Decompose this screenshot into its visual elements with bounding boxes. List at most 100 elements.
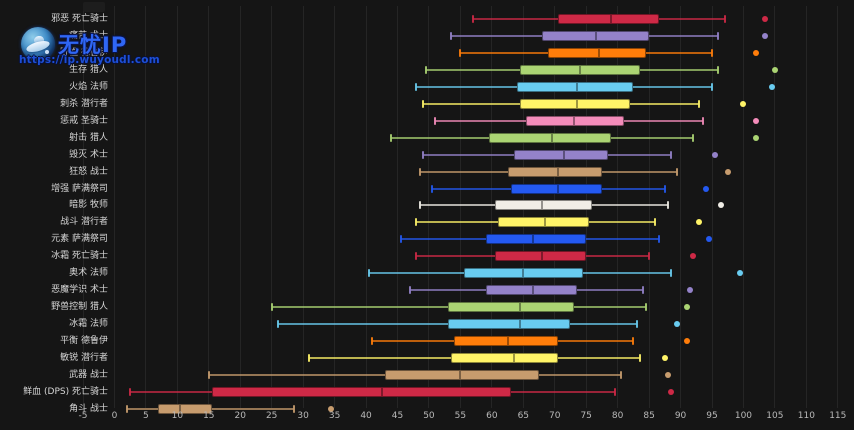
row-label: 邪恶 死亡骑士 bbox=[51, 14, 108, 24]
outlier-dot bbox=[753, 49, 760, 56]
iqr-box bbox=[488, 132, 612, 143]
gridline bbox=[145, 6, 147, 408]
wuyou-logo-icon bbox=[21, 27, 55, 61]
gridline bbox=[491, 6, 493, 408]
whisker-cap-high bbox=[717, 31, 720, 40]
whisker-cap-low bbox=[126, 404, 129, 413]
whisker-cap-high bbox=[619, 370, 622, 379]
iqr-box bbox=[557, 14, 659, 24]
outlier-dot bbox=[683, 338, 690, 345]
whisker-cap-low bbox=[390, 133, 393, 142]
x-tick-label: 105 bbox=[766, 411, 784, 421]
gridline bbox=[239, 6, 241, 408]
iqr-box bbox=[447, 302, 574, 313]
iqr-box bbox=[211, 386, 511, 397]
whisker-cap-high bbox=[632, 337, 635, 346]
x-tick-label: 60 bbox=[486, 411, 498, 421]
gridline bbox=[302, 6, 304, 408]
gridline bbox=[617, 6, 619, 408]
x-tick-label: 30 bbox=[297, 411, 309, 421]
iqr-box bbox=[494, 200, 593, 211]
gridline bbox=[680, 6, 682, 408]
whisker-cap-high bbox=[648, 252, 651, 261]
whisker-cap-low bbox=[431, 184, 434, 193]
row-label: 平衡 德鲁伊 bbox=[60, 336, 108, 347]
x-tick-label: 85 bbox=[643, 411, 655, 421]
x-tick-label: 70 bbox=[549, 411, 561, 421]
whisker-cap-low bbox=[421, 150, 424, 159]
median-line bbox=[179, 404, 182, 413]
outlier-dot bbox=[661, 355, 668, 361]
median-line bbox=[522, 269, 525, 278]
whisker-cap-high bbox=[666, 201, 669, 210]
iqr-box bbox=[548, 47, 646, 58]
whisker-cap-low bbox=[409, 286, 412, 295]
iqr-box bbox=[450, 353, 558, 363]
whisker-cap-low bbox=[434, 116, 437, 125]
outlier-dot bbox=[771, 66, 778, 73]
row-label: 痛苦 术士 bbox=[69, 30, 108, 41]
x-tick-label: 80 bbox=[611, 411, 624, 421]
median-line bbox=[556, 184, 559, 193]
whisker-cap-low bbox=[368, 269, 371, 278]
whisker-cap-high bbox=[717, 65, 720, 74]
gridline bbox=[428, 6, 430, 408]
iqr-box bbox=[507, 166, 602, 177]
row-label: 冰霜 死亡骑士 bbox=[51, 251, 108, 262]
row-label: 惩戒 圣骑士 bbox=[60, 115, 108, 126]
row-label: 狂怒 战士 bbox=[69, 166, 108, 177]
median-line bbox=[519, 303, 522, 312]
whisker-cap-low bbox=[308, 354, 311, 362]
outlier-dot bbox=[668, 388, 675, 395]
row-label: 战斗 潜行者 bbox=[60, 217, 108, 228]
iqr-box bbox=[485, 234, 587, 245]
gridline bbox=[742, 6, 744, 408]
whisker-cap-low bbox=[276, 320, 279, 329]
row-label: 刺杀 潜行者 bbox=[60, 98, 108, 109]
whisker-cap-high bbox=[641, 286, 644, 295]
whisker-cap-high bbox=[613, 387, 616, 396]
x-tick-label: 20 bbox=[234, 411, 246, 421]
gridline bbox=[711, 6, 713, 408]
median-line bbox=[610, 15, 613, 23]
median-line bbox=[531, 286, 534, 295]
whisker-cap-low bbox=[415, 82, 418, 91]
outlier-dot bbox=[762, 32, 769, 39]
iqr-box bbox=[494, 251, 587, 262]
x-tick-label: 35 bbox=[328, 411, 341, 421]
outlier-dot bbox=[686, 287, 693, 294]
x-tick-label: 5 bbox=[143, 411, 149, 421]
gridline bbox=[805, 6, 807, 408]
gridline bbox=[208, 6, 210, 408]
whisker-cap-low bbox=[418, 201, 421, 210]
outlier-dot bbox=[737, 270, 744, 277]
row-label: 野性 德鲁伊 bbox=[60, 47, 108, 58]
whisker-cap-low bbox=[424, 65, 427, 74]
x-tick-label: 25 bbox=[265, 411, 278, 421]
whisker-cap-low bbox=[459, 48, 462, 57]
outlier-dot bbox=[724, 168, 731, 175]
whisker-cap-high bbox=[638, 354, 641, 362]
x-tick-label: -5 bbox=[78, 411, 88, 421]
x-tick-label: 100 bbox=[734, 411, 753, 421]
watermark-brand: 无忧IP bbox=[58, 33, 128, 57]
whisker-cap-high bbox=[723, 15, 726, 23]
x-tick-label: 55 bbox=[454, 411, 467, 421]
median-line bbox=[541, 201, 544, 210]
whisker-cap-high bbox=[676, 167, 679, 176]
outlier-dot bbox=[683, 304, 690, 311]
x-tick-label: 65 bbox=[517, 411, 530, 421]
outlier-dot bbox=[753, 134, 760, 141]
x-tick-label: 50 bbox=[423, 411, 435, 421]
whisker-cap-high bbox=[711, 82, 713, 91]
iqr-box bbox=[158, 403, 212, 414]
median-line bbox=[594, 31, 597, 40]
gridline bbox=[837, 6, 839, 408]
x-tick-label: 40 bbox=[360, 411, 372, 421]
top-smudge bbox=[83, 2, 105, 12]
ufo-spark-icon bbox=[45, 50, 49, 54]
outlier-dot bbox=[328, 405, 335, 412]
outlier-dot bbox=[674, 321, 681, 328]
median-line bbox=[380, 387, 383, 396]
